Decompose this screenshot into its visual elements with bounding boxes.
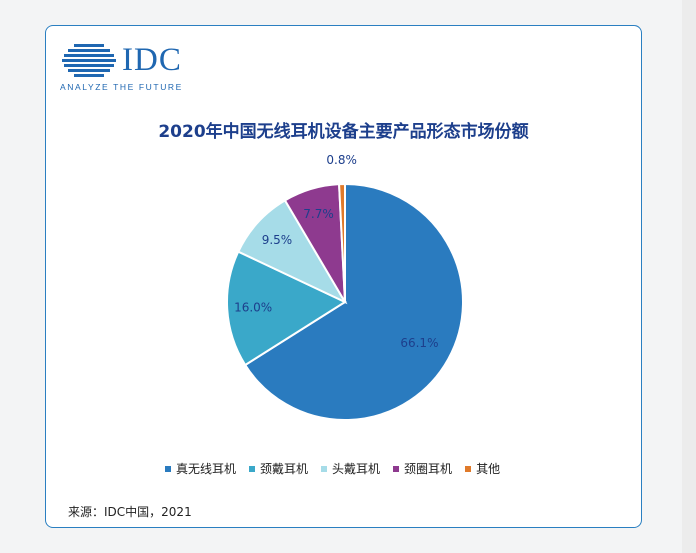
idc-globe-icon <box>62 44 116 77</box>
right-edge-strip <box>682 0 696 553</box>
pie-slice-0 <box>243 182 464 421</box>
legend-item-1: 颈戴耳机 <box>249 460 308 477</box>
legend-item-2: 头戴耳机 <box>321 460 380 477</box>
idc-logo: IDC ANALYZE THE FUTURE <box>60 42 220 94</box>
source-note: 来源：IDC中国，2021 <box>68 505 192 519</box>
legend-label: 颈戴耳机 <box>260 462 309 476</box>
pie-data-label-4: 0.8% <box>326 153 357 167</box>
pie-data-label-3: 7.7% <box>303 207 334 221</box>
pie-slice-1 <box>226 250 348 367</box>
legend-swatch <box>165 465 171 472</box>
legend-swatch <box>249 465 256 472</box>
legend-swatch <box>465 465 472 472</box>
legend-item-3: 颈圈耳机 <box>393 460 452 477</box>
legend-label: 其他 <box>476 462 501 476</box>
legend-label: 头戴耳机 <box>332 462 381 476</box>
chart-legend: 真无线耳机 颈戴耳机 头戴耳机 颈圈耳机 其他 <box>165 460 500 477</box>
logo-tagline: ANALYZE THE FUTURE <box>60 82 183 92</box>
legend-swatch <box>393 465 400 472</box>
logo-brand: IDC <box>122 42 182 78</box>
legend-item-0: 真无线耳机 <box>165 460 236 477</box>
pie-data-label-2: 9.5% <box>262 233 293 247</box>
pie-data-label-0: 66.1% <box>400 336 438 350</box>
legend-label: 颈圈耳机 <box>404 462 453 476</box>
pie-slice-4 <box>338 182 346 303</box>
legend-item-4: 其他 <box>465 460 500 477</box>
pie-data-label-1: 16.0% <box>234 301 272 315</box>
legend-label: 真无线耳机 <box>176 462 237 476</box>
chart-title: 2020年中国无线耳机设备主要产品形态市场份额 <box>158 122 529 142</box>
legend-swatch <box>321 465 328 472</box>
